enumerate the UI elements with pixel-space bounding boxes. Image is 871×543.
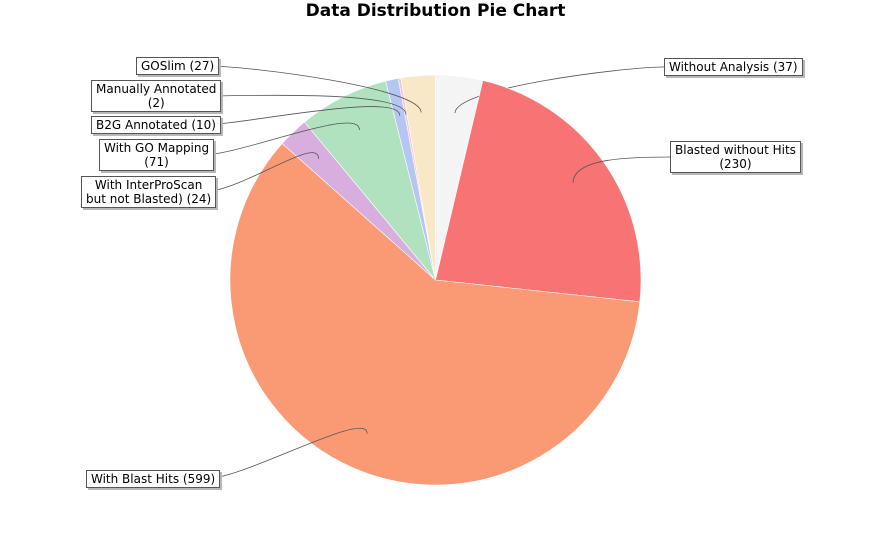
leader-line xyxy=(201,152,319,193)
pie-slice xyxy=(400,74,436,281)
slice-label-line: With GO Mapping xyxy=(104,141,210,155)
slice-label: Without Analysis (37) xyxy=(664,58,803,76)
slice-label-line: (2) xyxy=(147,96,165,110)
slice-label: GOSlim (27) xyxy=(136,57,220,75)
slice-label: Blasted without Hits (230) xyxy=(670,141,801,173)
slice-label-line: (71) xyxy=(144,155,169,169)
leader-line xyxy=(203,94,407,115)
leader-line xyxy=(207,65,422,113)
leader-line xyxy=(204,427,368,480)
slice-label: B2G Annotated (10) xyxy=(91,116,221,134)
slice-label: Manually Annotated (2) xyxy=(91,80,222,112)
leader-line xyxy=(572,156,671,183)
slice-label-line: With Blast Hits (599) xyxy=(91,472,216,486)
slice-label-line: Blasted without Hits xyxy=(675,143,796,157)
chart-title: Data Distribution Pie Chart xyxy=(305,1,566,21)
slice-label-line: (230) xyxy=(719,157,752,171)
slice-label: With Blast Hits (599) xyxy=(86,470,221,488)
slice-label: With GO Mapping (71) xyxy=(99,139,215,171)
slice-label-line: With InterProScan xyxy=(94,178,203,192)
pie-slice xyxy=(435,80,642,303)
leader-line xyxy=(201,122,360,156)
slice-label-line: B2G Annotated (10) xyxy=(96,118,216,132)
leader-line xyxy=(454,66,665,114)
leader-line xyxy=(201,106,401,126)
slice-label-line: but not Blasted) (24) xyxy=(86,192,212,206)
slice-label-line: GOSlim (27) xyxy=(141,59,215,73)
slice-label: With InterProScan but not Blasted) (24) xyxy=(81,176,217,208)
slice-label-line: Without Analysis (37) xyxy=(669,60,798,74)
slice-label-line: Manually Annotated xyxy=(96,82,217,96)
pie-slice xyxy=(229,143,641,486)
